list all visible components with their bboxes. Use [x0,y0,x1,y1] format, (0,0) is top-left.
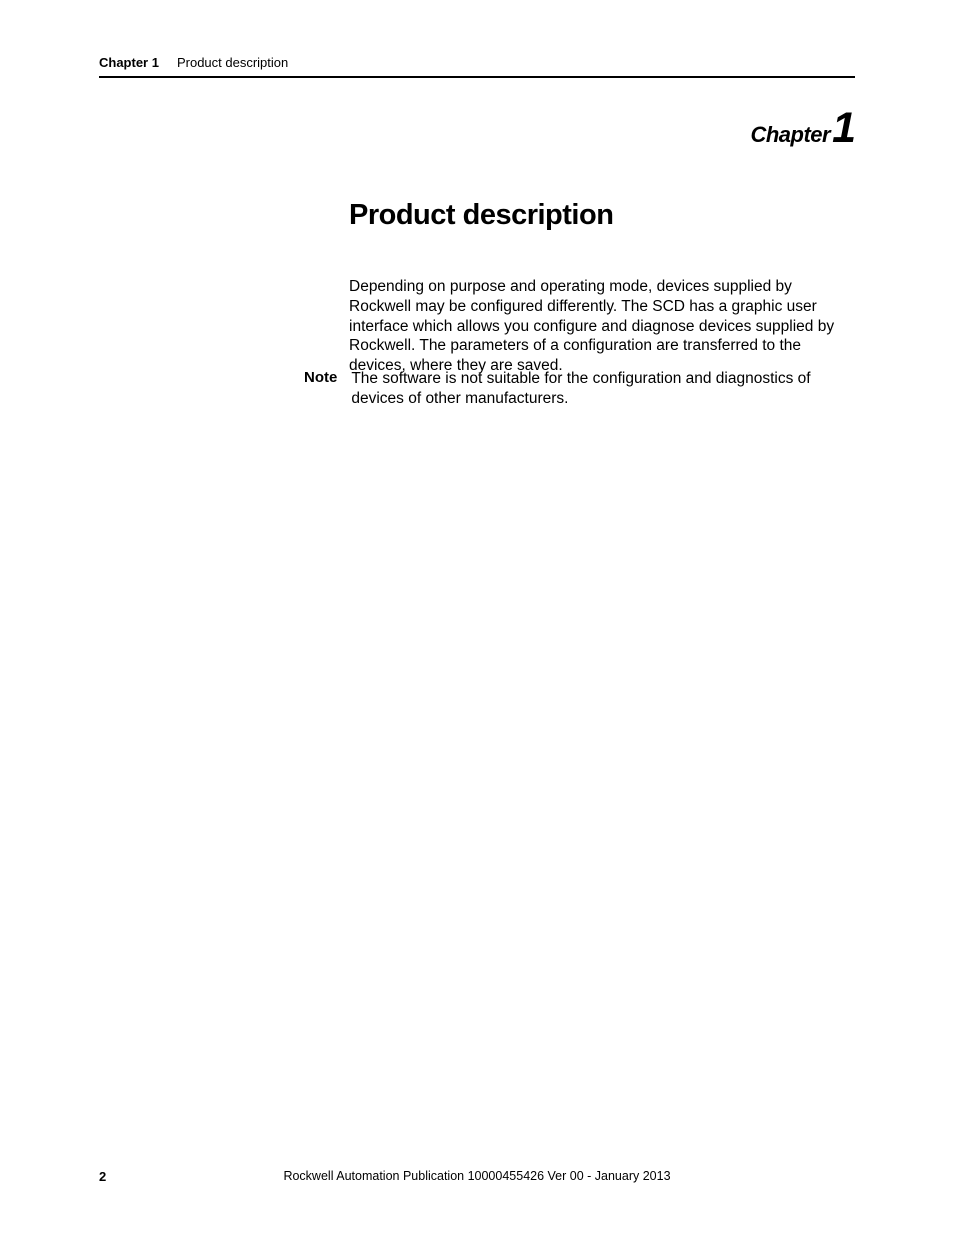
header-chapter-label: Chapter 1 [99,55,159,70]
page-header: Chapter 1 Product description [99,55,855,78]
body-paragraph: Depending on purpose and operating mode,… [349,277,855,376]
footer-publication: Rockwell Automation Publication 10000455… [99,1169,855,1183]
header-title: Product description [177,55,288,70]
page-footer: 2 Rockwell Automation Publication 100004… [99,1169,855,1183]
note-text: The software is not suitable for the con… [351,369,855,409]
note-block: Note The software is not suitable for th… [304,369,855,409]
page-number: 2 [99,1169,106,1184]
chapter-heading: Chapter1 [750,104,855,153]
note-label: Note [304,369,337,386]
chapter-number: 1 [832,104,855,152]
section-title: Product description [349,199,613,232]
chapter-word: Chapter [750,122,830,147]
